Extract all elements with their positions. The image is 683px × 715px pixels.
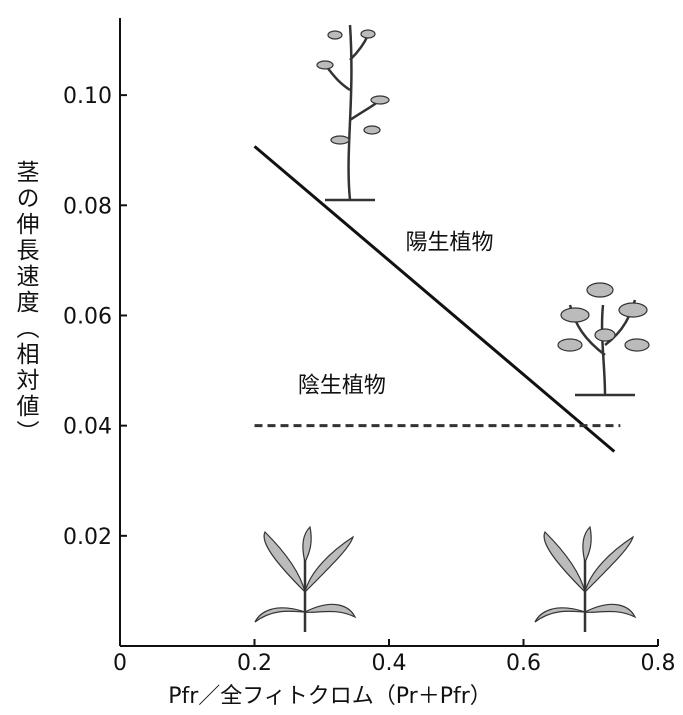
x-tick-label: 0.8 (641, 651, 676, 676)
y-tick-label: 0.06 (63, 304, 112, 329)
series-label: 陽生植物 (406, 230, 494, 255)
plant-illustrations (255, 25, 649, 632)
y-tick-label: 0.10 (63, 84, 112, 109)
y-axis-label: 茎の伸長速度（相対値） (8, 160, 42, 446)
x-tick-label: 0.4 (372, 651, 407, 676)
page: Pfr／全フィトクロム（Pr＋Pfr） 0.02 0.04 0.06 0.10 0.08… (0, 0, 683, 715)
chart: Pfr／全フィトクロム（Pr＋Pfr） 0.02 0.04 0.06 0.10 0.08… (0, 0, 683, 715)
x-axis-label: Pfr／全フィトクロム（Pr＋Pfr） (168, 684, 492, 709)
series-line (255, 146, 615, 451)
series-label: 陰生植物 (298, 374, 386, 399)
y-tick-label: 0.08 (63, 194, 112, 219)
y-tick-label: 0.02 (63, 525, 112, 550)
x-tick-label: 0.6 (506, 651, 541, 676)
x-tick-label: 0.2 (237, 651, 272, 676)
y-tick-label: 0.04 (63, 415, 112, 440)
x-tick-label: 0 (113, 651, 127, 676)
